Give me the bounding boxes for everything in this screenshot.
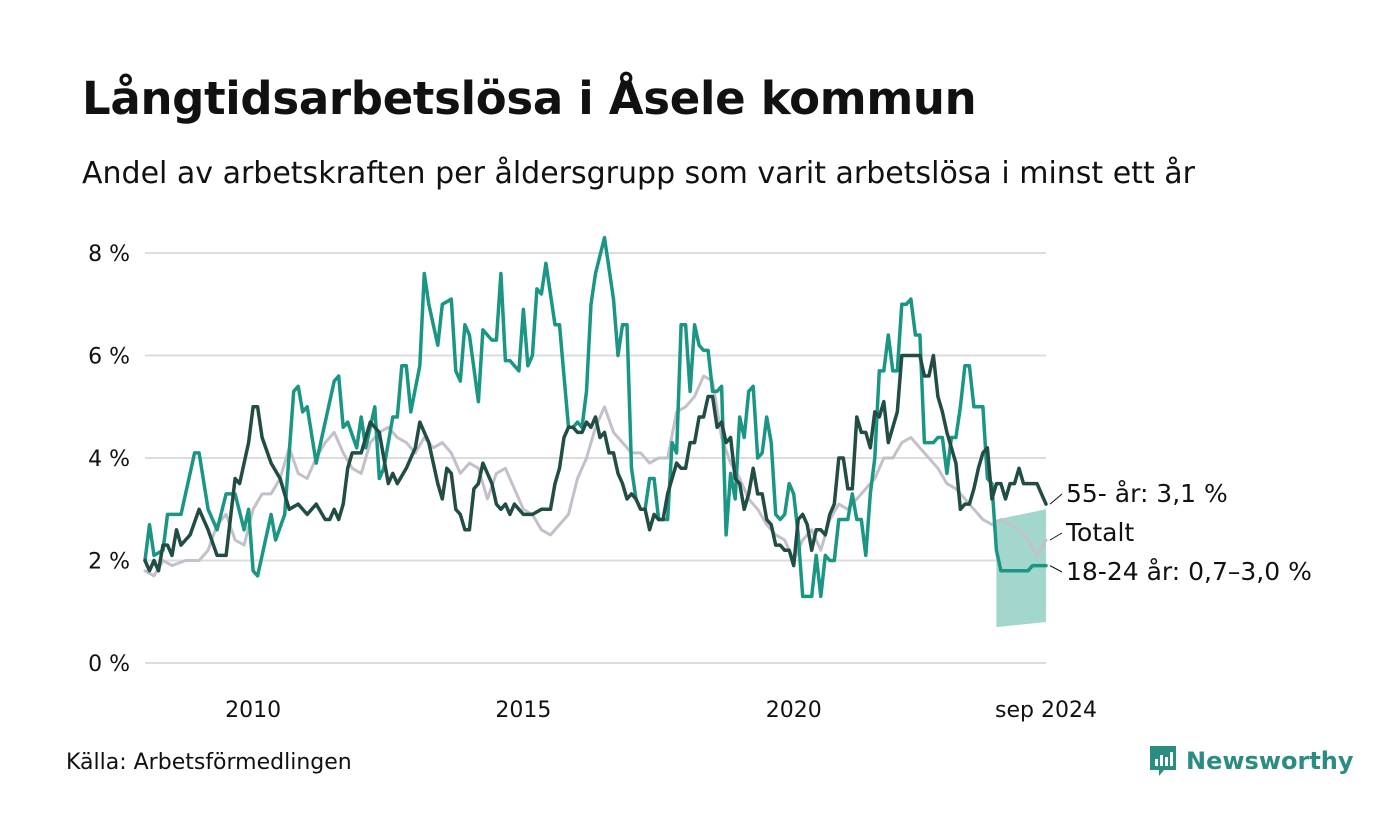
y-tick-label: 4 % <box>88 447 130 472</box>
end-label-18-24-leader <box>1049 565 1063 573</box>
uncertainty-band-18-24 <box>996 509 1046 628</box>
series-line-55 <box>143 353 1048 573</box>
end-label-18-24: 18-24 år: 0,7–3,0 % <box>1066 557 1312 586</box>
bar-chart-logo-icon <box>1150 746 1176 776</box>
uncertainty-band-layer <box>996 509 1046 628</box>
end-label-total-leader <box>1049 532 1063 541</box>
page-subtitle: Andel av arbetskraften per åldersgrupp s… <box>82 156 1195 191</box>
page-title: Långtidsarbetslösa i Åsele kommun <box>82 72 977 125</box>
y-tick-label: 0 % <box>88 652 130 677</box>
brand-logo: Newsworthy <box>1148 744 1354 778</box>
x-tick-label: 2010 <box>225 698 281 723</box>
x-tick-label: 2015 <box>495 698 551 723</box>
label-layer: 55- år: 3,1 % Totalt 18-24 år: 0,7–3,0 % <box>1049 479 1312 586</box>
x-tick-label: sep 2024 <box>995 698 1097 723</box>
end-label-55: 55- år: 3,1 % <box>1066 479 1228 508</box>
y-tick-label: 2 % <box>88 550 130 575</box>
end-label-total: Totalt <box>1065 518 1134 547</box>
series-layer <box>143 235 1048 599</box>
grid-layer: 0 % 2 % 4 % 6 % 8 % 2010 2015 2020 sep 2024 <box>88 242 1097 723</box>
series-line-18-24 <box>143 235 1048 599</box>
end-label-55-leader <box>1049 493 1063 505</box>
source-note: Källa: Arbetsförmedlingen <box>66 750 352 775</box>
x-tick-label: 2020 <box>766 698 822 723</box>
brand-name: Newsworthy <box>1186 747 1354 775</box>
series-line-total <box>143 374 1048 578</box>
y-tick-label: 8 % <box>88 242 130 267</box>
y-tick-label: 6 % <box>88 345 130 370</box>
